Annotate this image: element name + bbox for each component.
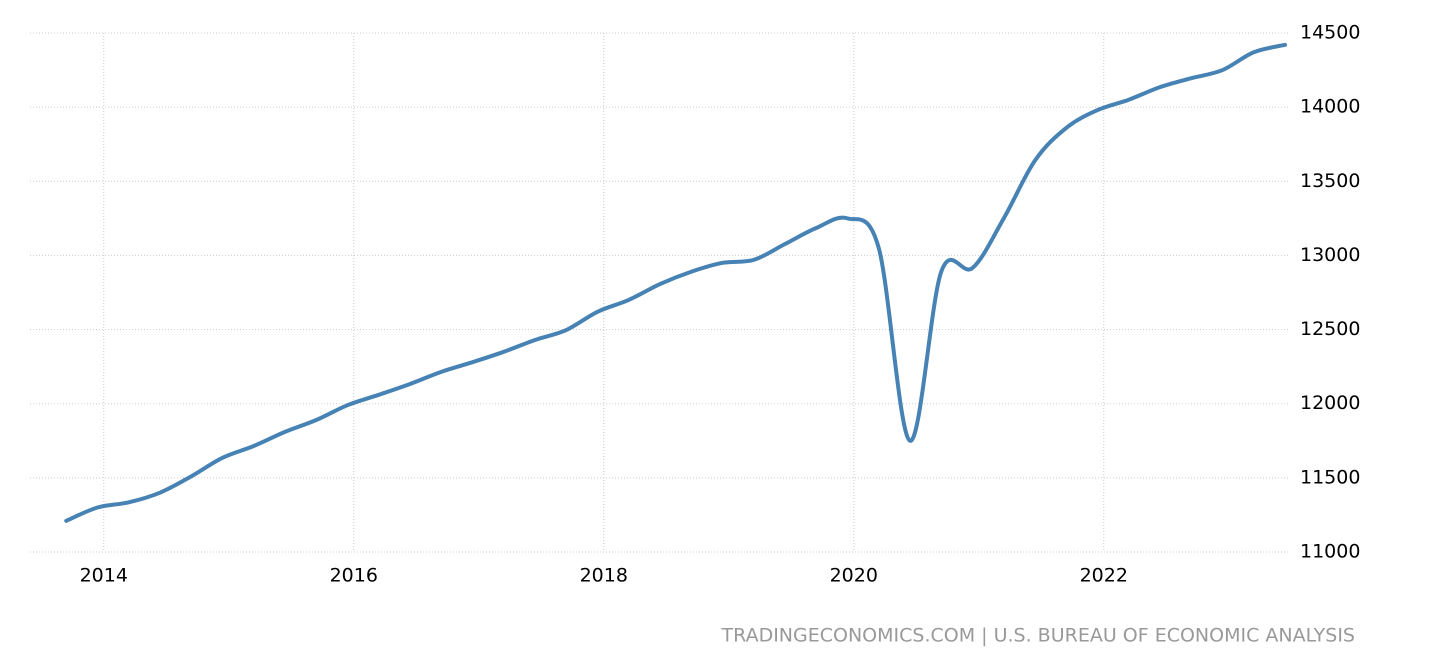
y-tick-label: 13500 — [1300, 170, 1360, 192]
line — [64, 42, 1287, 523]
y-tick-label: 13000 — [1300, 244, 1360, 266]
y-tick-label: 12500 — [1300, 318, 1360, 340]
y-tick-label: 14500 — [1300, 22, 1360, 44]
x-tick-label: 2018 — [580, 565, 628, 587]
y-tick-label: 11500 — [1300, 466, 1360, 488]
y-tick-label: 12000 — [1300, 392, 1360, 414]
source: TRADINGECONOMICS.COM | U.S. BUREAU OF EC… — [721, 625, 1355, 647]
y-tick-label: 14000 — [1300, 96, 1360, 118]
x-tick-label: 2014 — [80, 565, 128, 587]
x-tick-label: 2022 — [1080, 565, 1128, 587]
x-tick-label: 2016 — [330, 565, 378, 587]
x-tick-label: 2020 — [830, 565, 878, 587]
y-tick-label: 11000 — [1300, 541, 1360, 563]
